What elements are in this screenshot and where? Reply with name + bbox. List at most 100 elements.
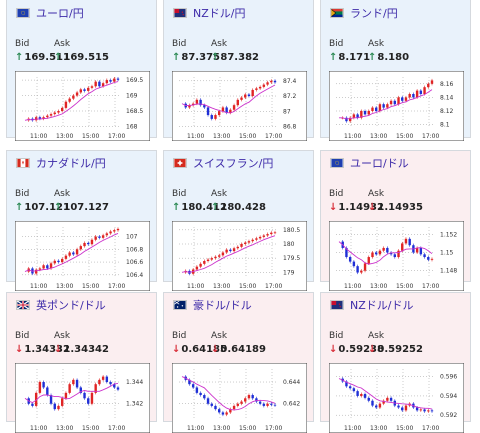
currency-pair-card[interactable]: ユーロ/ドル Bid Ask ↓1.14932 ↓1.14935 1.152 1.15 1.1… — [320, 150, 471, 291]
chart-container[interactable]: 8.16 8.14 8.12 8.1 11:00 13:00 15:00 17:00 — [329, 71, 464, 141]
card-header: 豪ドル/ドル — [164, 293, 313, 321]
currency-pair-card[interactable]: スイスフラン/円 Bid Ask ↑180.412 ↑180.428 180.5 180 17… — [163, 150, 314, 291]
chart-container[interactable]: 0.596 0.594 0.592 11:00 13:00 15:00 17:00 — [329, 363, 464, 433]
candle-body — [105, 376, 109, 383]
y-tick-label: 8.16 — [440, 81, 454, 88]
x-tick-label: 17:00 — [108, 425, 125, 432]
bid-number: 107.121 — [24, 202, 70, 213]
currency-pair-card[interactable]: NZドル/ドル Bid Ask ↓0.59238 ↓0.59252 0.596 0.594 0… — [320, 292, 471, 433]
bid-label: Bid — [172, 39, 187, 49]
chart-frame — [329, 71, 464, 141]
chart-container[interactable]: 180.5 180 179.5 179 11:00 13:00 15:00 17:00 — [172, 221, 307, 291]
ask-label: Ask — [211, 189, 228, 199]
y-tick-label: 180.5 — [283, 227, 300, 234]
candle-body — [244, 398, 247, 402]
ask-label: Ask — [211, 331, 228, 341]
arrow-down-icon: ↓ — [329, 344, 338, 355]
candle-body — [427, 257, 430, 260]
moving-average-line — [338, 241, 433, 265]
arrow-up-icon: ↑ — [172, 52, 181, 63]
y-tick-label: 179 — [283, 269, 295, 276]
candle-body — [251, 395, 254, 399]
pair-name-link[interactable]: ランド/円 — [350, 7, 398, 20]
candle-body — [427, 83, 430, 88]
y-tick-label: 0.596 — [440, 374, 457, 381]
candle-body — [38, 117, 42, 119]
y-tick-label: 180 — [283, 241, 295, 248]
candle-body — [356, 114, 359, 118]
candle-body — [94, 81, 97, 87]
pair-name-link[interactable]: ユーロ/円 — [36, 7, 84, 20]
pair-name-link[interactable]: 豪ドル/ドル — [193, 299, 252, 312]
ask-number: 8.180 — [377, 52, 410, 63]
pair-name-link[interactable]: カナダドル/円 — [36, 157, 106, 170]
chart-container[interactable]: 1.152 1.15 1.148 11:00 13:00 15:00 17:00 — [329, 221, 464, 291]
candle-body — [101, 235, 105, 238]
x-tick-label: 13:00 — [370, 425, 387, 432]
currency-pair-card[interactable]: 英ポンド/ドル Bid Ask ↓1.34332 ↓1.34342 1.344 1.342 1… — [6, 292, 157, 433]
currency-pair-card[interactable]: ランド/円 Bid Ask ↑8.171 ↑8.180 8.16 8.14 8.12 8.1 11… — [320, 0, 471, 141]
candle-body — [386, 247, 389, 253]
ask-value: ↑180.428 — [211, 202, 266, 213]
currency-pair-card[interactable]: ユーロ/円 Bid Ask ↑169.511 ↑169.515 169.5 169 168.5… — [6, 0, 157, 141]
bid-number: 8.171 — [338, 52, 371, 63]
bid-label: Bid — [15, 39, 30, 49]
chart-container[interactable]: 107 106.8 106.6 106.4 11:00 13:00 15:00 17:00 — [15, 221, 150, 291]
y-tick-label: 106.6 — [126, 259, 143, 266]
x-tick-label: 15:00 — [239, 283, 256, 290]
chart-container[interactable]: 0.644 0.642 11:00 13:00 15:00 17:00 — [172, 363, 307, 433]
ask-number: 1.14935 — [377, 202, 423, 213]
bid-value: ↑87.375 — [172, 52, 220, 63]
pair-name-link[interactable]: 英ポンド/ドル — [36, 299, 106, 312]
ask-label: Ask — [368, 331, 385, 341]
candle-body — [72, 379, 75, 385]
candle-body — [236, 246, 239, 249]
ask-value: ↓0.64189 — [211, 344, 266, 355]
candle-body — [188, 379, 191, 385]
candle-body — [195, 387, 199, 393]
y-tick-label: 0.644 — [283, 379, 300, 386]
currency-pair-card[interactable]: NZドル/円 Bid Ask ↑87.375 ↑87.382 87.4 87.2 87 86.8… — [163, 0, 314, 141]
currency-pair-card[interactable]: 豪ドル/ドル Bid Ask ↓0.64185 ↓0.64189 0.644 0.642 11… — [163, 292, 314, 433]
candle-body — [109, 382, 112, 385]
y-tick-label: 106.4 — [126, 272, 143, 279]
pair-name-link[interactable]: NZドル/円 — [193, 7, 246, 20]
eu-jp-flag-icon — [16, 8, 30, 18]
pair-name-link[interactable]: スイスフラン/円 — [193, 157, 274, 170]
candle-body — [49, 395, 53, 404]
candle-body — [401, 97, 404, 101]
moving-average-line — [339, 89, 433, 120]
candle-body — [393, 100, 396, 105]
za-jp-flag-icon — [330, 8, 344, 18]
bid-label: Bid — [329, 331, 344, 341]
candle-body — [240, 97, 243, 100]
candle-body — [31, 403, 34, 406]
candle-body — [378, 403, 382, 408]
chart-frame — [15, 71, 150, 141]
arrow-up-icon: ↑ — [211, 52, 220, 63]
chart-container[interactable]: 169.5 169 168.5 168 11:00 13:00 15:00 17:00 — [15, 71, 150, 141]
candle-body — [49, 114, 53, 116]
pair-name-link[interactable]: ユーロ/ドル — [350, 157, 409, 170]
arrow-up-icon: ↑ — [172, 202, 181, 213]
ask-number: 169.515 — [63, 52, 109, 63]
chart-container[interactable]: 87.4 87.2 87 86.8 11:00 13:00 15:00 17:00 — [172, 71, 307, 141]
chart-frame — [172, 221, 307, 291]
y-tick-label: 1.152 — [440, 231, 457, 238]
chart-container[interactable]: 1.344 1.342 11:00 13:00 15:00 17:00 — [15, 363, 150, 433]
pair-name-link[interactable]: NZドル/ドル — [350, 299, 414, 312]
x-tick-label: 17:00 — [108, 133, 125, 140]
candle-body — [195, 266, 199, 270]
currency-pair-card[interactable]: カナダドル/円 Bid Ask ↑107.121 ↑107.127 107 106.8 106… — [6, 150, 157, 291]
candle-body — [266, 403, 269, 406]
y-tick-label: 1.15 — [440, 250, 454, 257]
candle-body — [255, 398, 258, 402]
candle-body — [34, 269, 38, 274]
y-tick-label: 1.148 — [440, 268, 457, 275]
candle-body — [415, 407, 419, 411]
candle-body — [244, 242, 247, 244]
candle-body — [389, 252, 393, 255]
ask-label: Ask — [368, 39, 385, 49]
arrow-up-icon: ↑ — [15, 202, 24, 213]
candle-body — [87, 398, 90, 404]
